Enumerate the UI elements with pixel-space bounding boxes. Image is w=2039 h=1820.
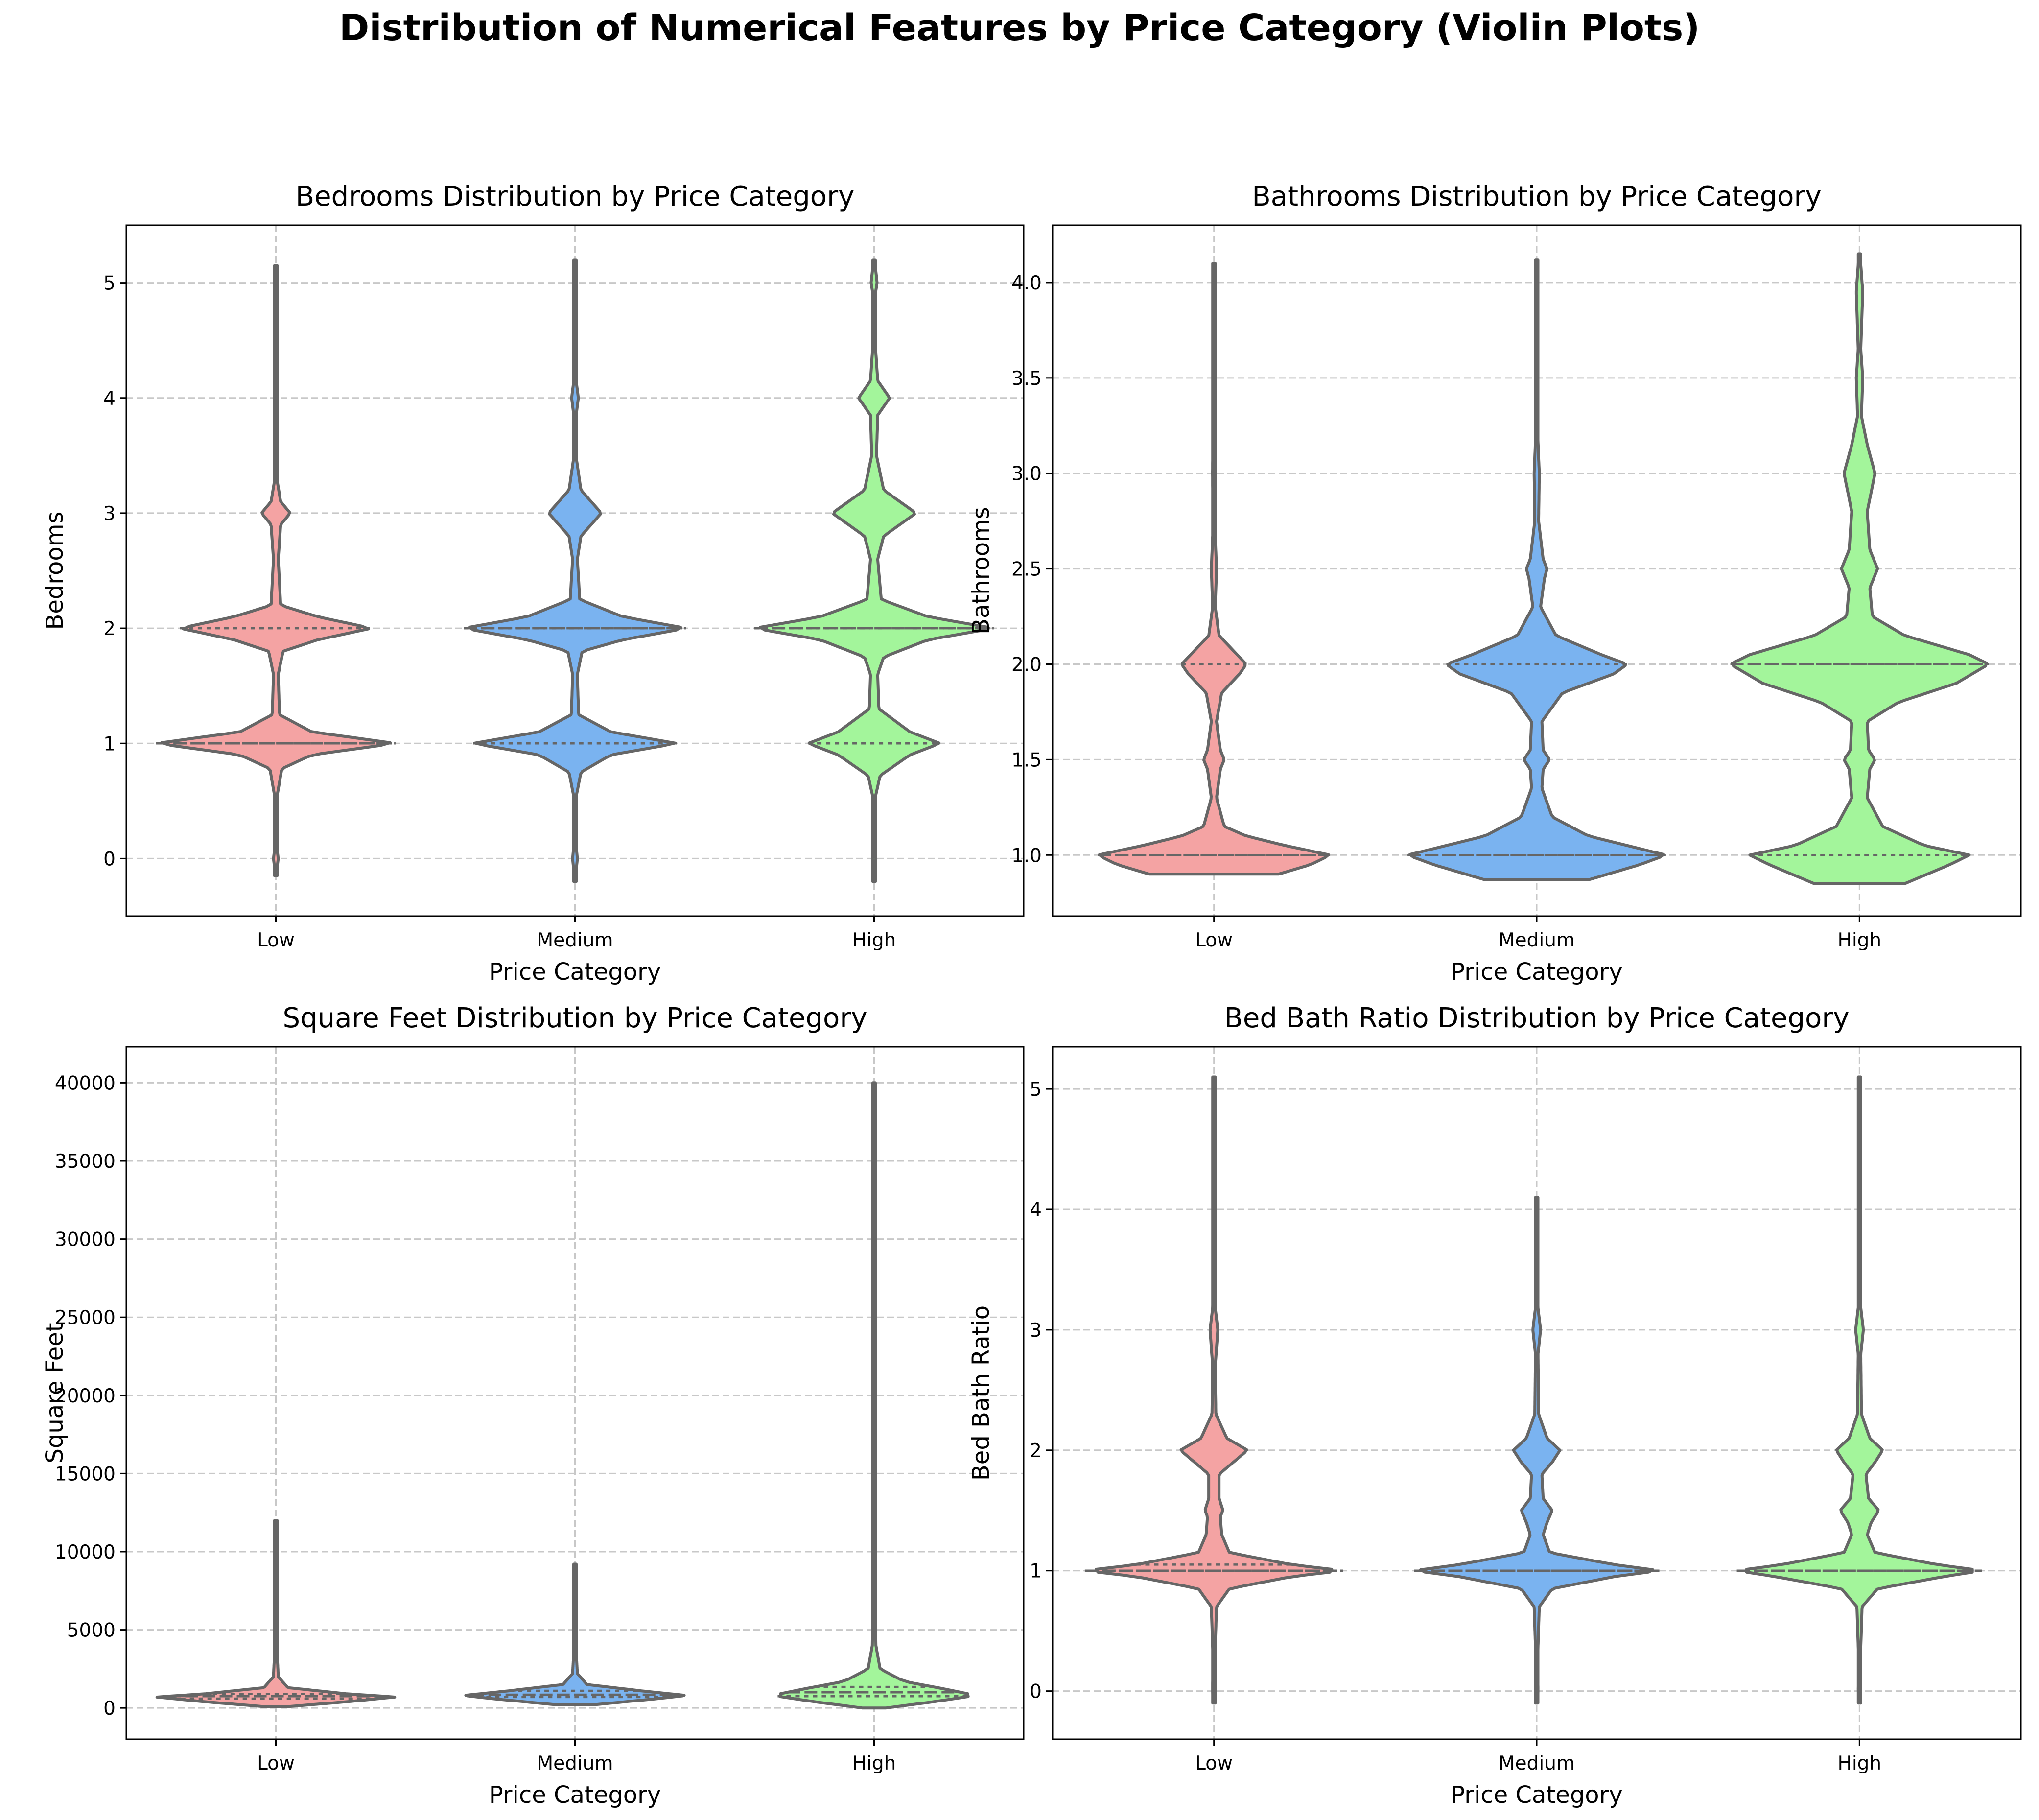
y-tick-label: 0 (103, 1698, 116, 1720)
chart-panel-4: 0 1 2 3 4 5 Low Medium High Bed Bath Ratio Distri… (967, 1002, 2022, 1809)
y-tick-label: 0 (103, 848, 116, 870)
violin-high (1745, 1075, 1974, 1705)
y-tick-label: 2 (1030, 1440, 1042, 1462)
y-tick-label: 15000 (55, 1463, 116, 1485)
panel-title: Bathrooms Distribution by Price Category (1252, 181, 1821, 213)
y-tick-label: 25000 (55, 1307, 116, 1329)
x-tick-label: Low (257, 1752, 295, 1774)
x-tick-label: Medium (537, 1752, 613, 1774)
y-tick-label: 5 (103, 273, 116, 295)
x-tick-label: Medium (1499, 1752, 1575, 1774)
y-tick-label: 2.5 (1011, 559, 1042, 581)
y-tick-label: 2.0 (1011, 654, 1042, 676)
y-axis-label: Bathrooms (967, 507, 995, 635)
y-tick-label: 1.0 (1011, 845, 1042, 867)
x-tick-label: High (1838, 929, 1882, 951)
x-tick-label: Low (1195, 929, 1233, 951)
violin-low (1095, 1075, 1334, 1705)
y-tick-label: 1.5 (1011, 749, 1042, 771)
violin-medium (468, 258, 682, 883)
x-axis-label: Price Category (1451, 1781, 1623, 1809)
violin-low (155, 1519, 397, 1708)
y-tick-label: 4 (1030, 1199, 1042, 1221)
y-tick-label: 10000 (55, 1541, 116, 1563)
violin-low (160, 264, 392, 877)
panel-title: Square Feet Distribution by Price Catego… (283, 1002, 867, 1034)
x-axis-label: Price Category (1451, 958, 1623, 986)
y-axis-label: Square Feet (41, 1323, 69, 1463)
figure-title: Distribution of Numerical Features by Pr… (339, 7, 1700, 49)
panel-title: Bed Bath Ratio Distribution by Price Cat… (1224, 1002, 1850, 1034)
violin-high (778, 1081, 970, 1710)
violin-medium (464, 1562, 686, 1706)
x-tick-label: Medium (537, 929, 613, 951)
violin-medium (1419, 1196, 1655, 1705)
x-tick-label: High (852, 929, 896, 951)
x-tick-label: Low (1195, 1752, 1233, 1774)
chart-panel-2: 1.0 1.5 2.0 2.5 3.0 3.5 4.0 Low Medium High Bathro… (967, 181, 2022, 986)
x-tick-label: High (852, 1752, 896, 1774)
y-tick-label: 5000 (67, 1620, 116, 1642)
x-axis-label: Price Category (489, 1781, 661, 1809)
y-tick-label: 1 (103, 733, 116, 755)
chart-panel-3: 0 5000 10000 15000 20000 25000 30000 35000 40000… (41, 1002, 1025, 1809)
violin-high (1731, 252, 1989, 885)
x-tick-label: Medium (1499, 929, 1575, 951)
y-tick-label: 3.5 (1011, 368, 1042, 390)
y-tick-label: 3.0 (1011, 463, 1042, 485)
y-tick-label: 4.0 (1011, 272, 1042, 294)
y-tick-label: 1 (1030, 1560, 1042, 1583)
x-tick-label: Low (257, 929, 295, 951)
chart-panel-1: 0 1 2 3 4 5 Low Medium High Bedrooms Distribution… (41, 181, 1025, 986)
y-tick-label: 35000 (55, 1151, 116, 1173)
y-tick-label: 30000 (55, 1229, 116, 1251)
x-axis-label: Price Category (489, 958, 661, 986)
y-tick-label: 20000 (55, 1385, 116, 1407)
y-tick-label: 40000 (55, 1072, 116, 1094)
x-tick-label: High (1838, 1752, 1882, 1774)
y-tick-label: 2 (103, 618, 116, 640)
y-tick-label: 3 (103, 503, 116, 525)
panel-title: Bedrooms Distribution by Price Category (296, 181, 854, 213)
y-tick-label: 0 (1030, 1681, 1042, 1703)
y-tick-label: 4 (103, 388, 116, 410)
y-axis-label: Bed Bath Ratio (967, 1305, 995, 1481)
violin-high (759, 258, 989, 883)
violin-medium (1408, 258, 1665, 881)
y-axis-label: Bedrooms (41, 511, 69, 630)
violin-low (1098, 262, 1330, 876)
y-tick-label: 5 (1030, 1079, 1042, 1101)
y-tick-label: 3 (1030, 1320, 1042, 1342)
